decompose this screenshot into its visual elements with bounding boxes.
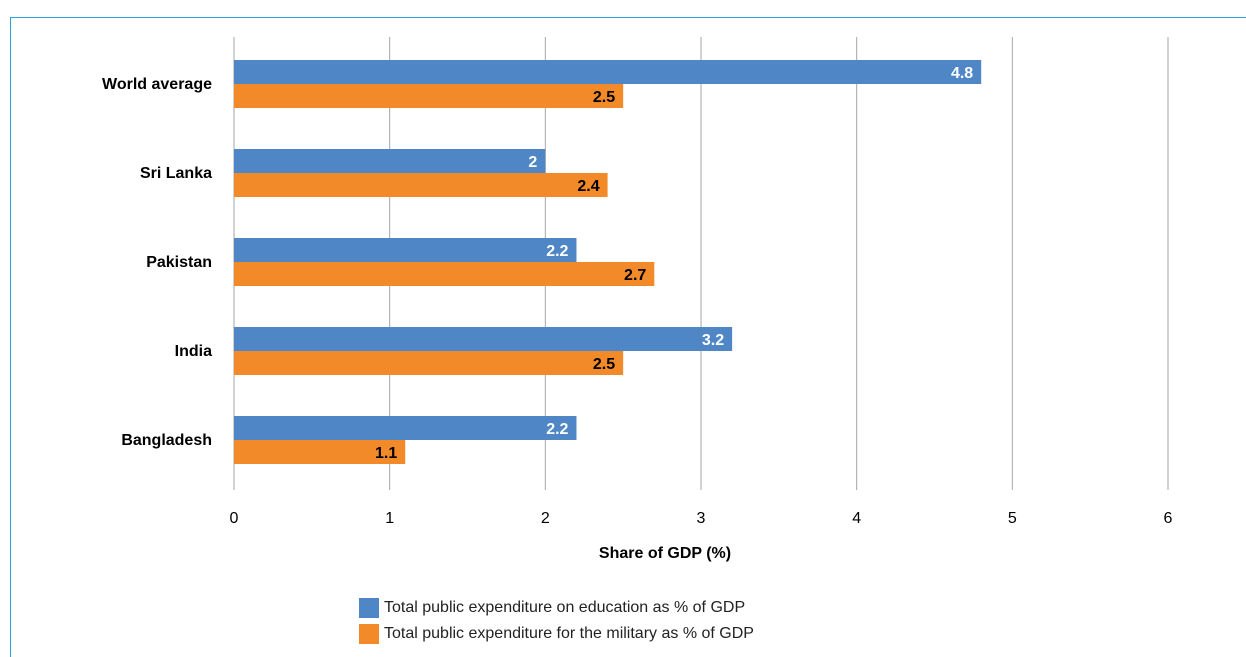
bar-military: [234, 262, 655, 286]
bar-education: [234, 238, 577, 262]
bar-military: [234, 351, 624, 375]
legend-item-military: Total public expenditure for the militar…: [359, 621, 754, 647]
bar-education: [234, 327, 733, 351]
category-labels: World average Sri Lanka Pakistan India Bangl…: [102, 76, 212, 449]
x-tick-label: 0: [230, 510, 239, 527]
value-labels: 4.8 2.5 2 2.4 2.2 2.7 3.2 2.5 2.2 1.1: [375, 65, 973, 462]
bar-military: [234, 440, 406, 464]
x-tick-label: 2: [541, 510, 550, 527]
x-tick-labels: 0 1 2 3 4 5 6: [230, 510, 1173, 527]
bar-chart: 4.8 2.5 2 2.4 2.2 2.7 3.2 2.5 2.2 1.1 World avera…: [102, 37, 1173, 562]
data-label: 2.2: [546, 421, 568, 438]
data-label: 2.7: [624, 267, 646, 284]
legend: Total public expenditure on education as…: [359, 595, 754, 647]
data-label: 2.5: [593, 89, 615, 106]
legend-swatch-military: [359, 624, 379, 644]
category-label: India: [175, 343, 212, 360]
x-tick-label: 5: [1008, 510, 1017, 527]
category-label: Bangladesh: [121, 432, 212, 449]
legend-label-education: Total public expenditure on education as…: [384, 599, 746, 616]
data-label: 3.2: [702, 332, 724, 349]
data-label: 2.4: [577, 178, 599, 195]
category-label: Pakistan: [146, 254, 212, 271]
bars: [234, 60, 982, 464]
x-tick-label: 4: [852, 510, 861, 527]
x-tick-label: 6: [1164, 510, 1173, 527]
category-label: Sri Lanka: [140, 165, 212, 182]
legend-item-education: Total public expenditure on education as…: [359, 595, 754, 621]
data-label: 2.2: [546, 243, 568, 260]
bar-military: [234, 84, 624, 108]
legend-label-military: Total public expenditure for the militar…: [384, 625, 754, 642]
bar-military: [234, 173, 608, 197]
data-label: 4.8: [951, 65, 973, 82]
x-tick-label: 1: [385, 510, 394, 527]
bar-education: [234, 149, 546, 173]
bar-education: [234, 60, 982, 84]
data-label: 2.5: [593, 356, 615, 373]
chart-frame: [10, 17, 1246, 657]
x-tick-label: 3: [697, 510, 706, 527]
legend-swatch-education: [359, 598, 379, 618]
x-axis-title: Share of GDP (%): [599, 545, 731, 562]
bar-education: [234, 416, 577, 440]
data-label: 2: [528, 154, 537, 171]
data-label: 1.1: [375, 445, 397, 462]
category-label: World average: [102, 76, 212, 93]
